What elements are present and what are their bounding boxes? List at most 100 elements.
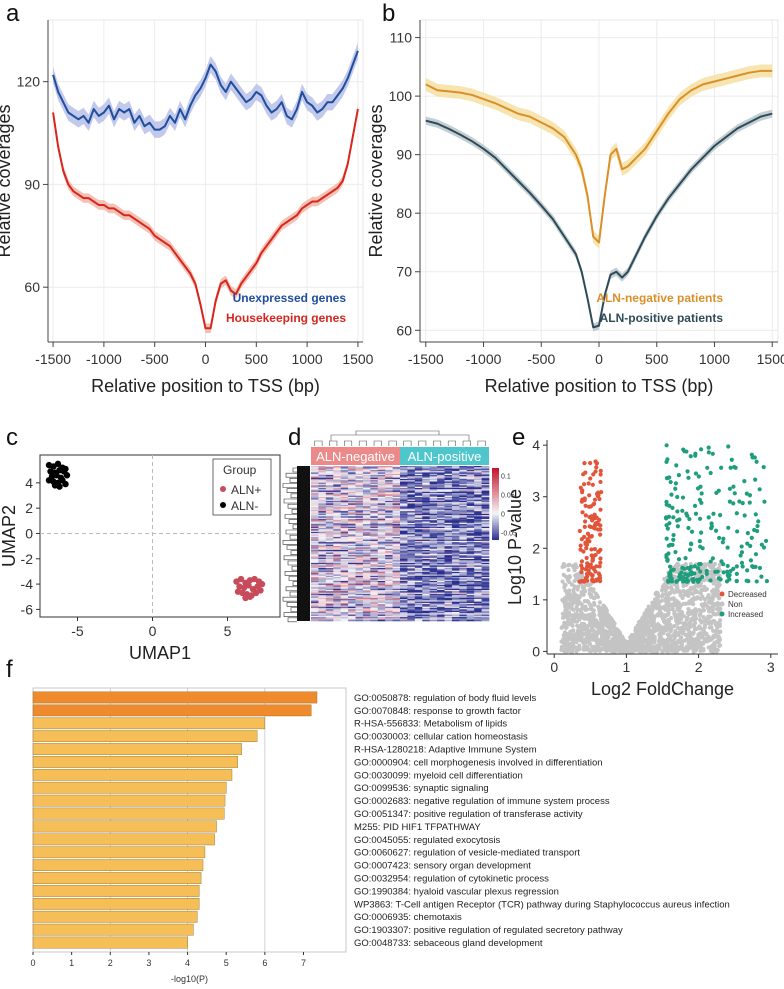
heatmap-cell [400, 498, 408, 500]
heatmap-cell [407, 573, 416, 575]
heatmap-cell [414, 481, 423, 484]
heatmap-cell [466, 562, 475, 565]
heatmap-cell [392, 577, 401, 579]
volcano-point-non [709, 625, 714, 630]
heatmap-cell [474, 577, 482, 579]
heatmap-cell [429, 584, 438, 587]
heatmap-cell [392, 553, 401, 556]
heatmap-cell [481, 570, 490, 573]
heatmap-cell [459, 475, 468, 477]
heatmap-cell [348, 552, 356, 555]
heatmap-cell [481, 466, 490, 468]
heatmap-cell [370, 575, 379, 578]
heatmap-cell [333, 499, 341, 502]
heatmap-cell [370, 524, 379, 526]
heatmap-cell [370, 600, 379, 602]
heatmap-cell [451, 486, 460, 489]
x-tick-label: 1000 [292, 351, 323, 367]
volcano-point-decreased [596, 490, 601, 495]
heatmap-cell [407, 608, 416, 610]
heatmap-cell [444, 509, 453, 512]
heatmap-cell [318, 478, 327, 481]
heatmap-cell [348, 509, 356, 512]
heatmap-cell [392, 562, 401, 565]
heatmap-cell [481, 509, 490, 512]
heatmap-cell [466, 552, 475, 555]
volcano-point-non [673, 598, 678, 603]
heatmap-cell [429, 595, 438, 597]
volcano-point-non [597, 646, 603, 651]
heatmap-cell [370, 602, 379, 605]
heatmap-cell [444, 577, 453, 579]
heatmap-cell [407, 605, 416, 608]
heatmap-cell [385, 591, 393, 593]
heatmap-cell [340, 559, 349, 561]
heatmap-cell [451, 564, 460, 566]
heatmap-cell [400, 535, 408, 538]
heatmap-cell [429, 592, 438, 595]
heatmap-cell [429, 476, 438, 478]
heatmap-cell [437, 604, 445, 606]
legend-marker [220, 502, 226, 508]
heatmap-cell [429, 468, 438, 471]
heatmap-cell [429, 609, 438, 611]
heatmap-cell [355, 569, 364, 571]
heatmap-cell [348, 493, 356, 495]
heatmap-cell [348, 619, 356, 622]
heatmap-cell [325, 566, 334, 569]
heatmap-cell [407, 520, 416, 522]
heatmap-cell [481, 542, 490, 544]
heatmap-cell [414, 553, 423, 556]
heatmap-cell [414, 593, 423, 596]
heatmap-cell [414, 476, 423, 478]
heatmap-cell [385, 525, 393, 528]
heatmap-cell [407, 486, 416, 489]
y-tick-label: 100 [389, 88, 413, 104]
volcano-point-decreased [598, 472, 603, 477]
heatmap-cell [459, 614, 468, 617]
volcano-point-non [593, 622, 598, 627]
heatmap-cell [414, 478, 423, 481]
heatmap-cell [407, 531, 416, 534]
heatmap-cell [348, 507, 356, 509]
heatmap-cell [333, 471, 341, 473]
heatmap-cell [340, 566, 349, 569]
heatmap-cell [355, 495, 364, 498]
heatmap-cell [481, 497, 490, 499]
heatmap-cell [422, 522, 430, 525]
heatmap-cell [333, 599, 341, 601]
heatmap-cell [422, 476, 430, 478]
volcano-point-non [685, 615, 690, 620]
heatmap-cell [481, 575, 490, 578]
heatmap-cell [311, 562, 319, 565]
volcano-point-non [638, 619, 643, 624]
heatmap-cell [392, 520, 401, 522]
heatmap-cell [400, 531, 408, 534]
heatmap-cell [362, 595, 371, 597]
heatmap-cell [355, 590, 364, 592]
series-band-1 [425, 109, 773, 332]
heatmap-cell [325, 539, 334, 542]
heatmap-cell [392, 618, 401, 621]
heatmap-cell [400, 502, 408, 504]
heatmap-cell [459, 573, 468, 575]
heatmap-cell [407, 542, 416, 544]
heatmap-cell [348, 518, 356, 521]
heatmap-cell [377, 473, 386, 476]
volcano-point-non [715, 606, 720, 611]
heatmap-cell [333, 513, 341, 516]
heatmap-cell [325, 522, 334, 525]
heatmap-cell [311, 485, 319, 487]
heatmap-cell [385, 516, 393, 518]
heatmap-cell [325, 548, 334, 551]
heatmap-cell [481, 552, 490, 555]
heatmap-cell [437, 562, 445, 565]
heatmap-cell [451, 559, 460, 561]
heatmap-cell [474, 610, 482, 613]
heatmap-cell [437, 506, 445, 508]
heatmap-cell [437, 537, 445, 539]
volcano-point-non [687, 620, 692, 625]
heatmap-cell [459, 495, 468, 498]
volcano-point-non [659, 594, 665, 599]
heatmap-cell [385, 555, 393, 557]
